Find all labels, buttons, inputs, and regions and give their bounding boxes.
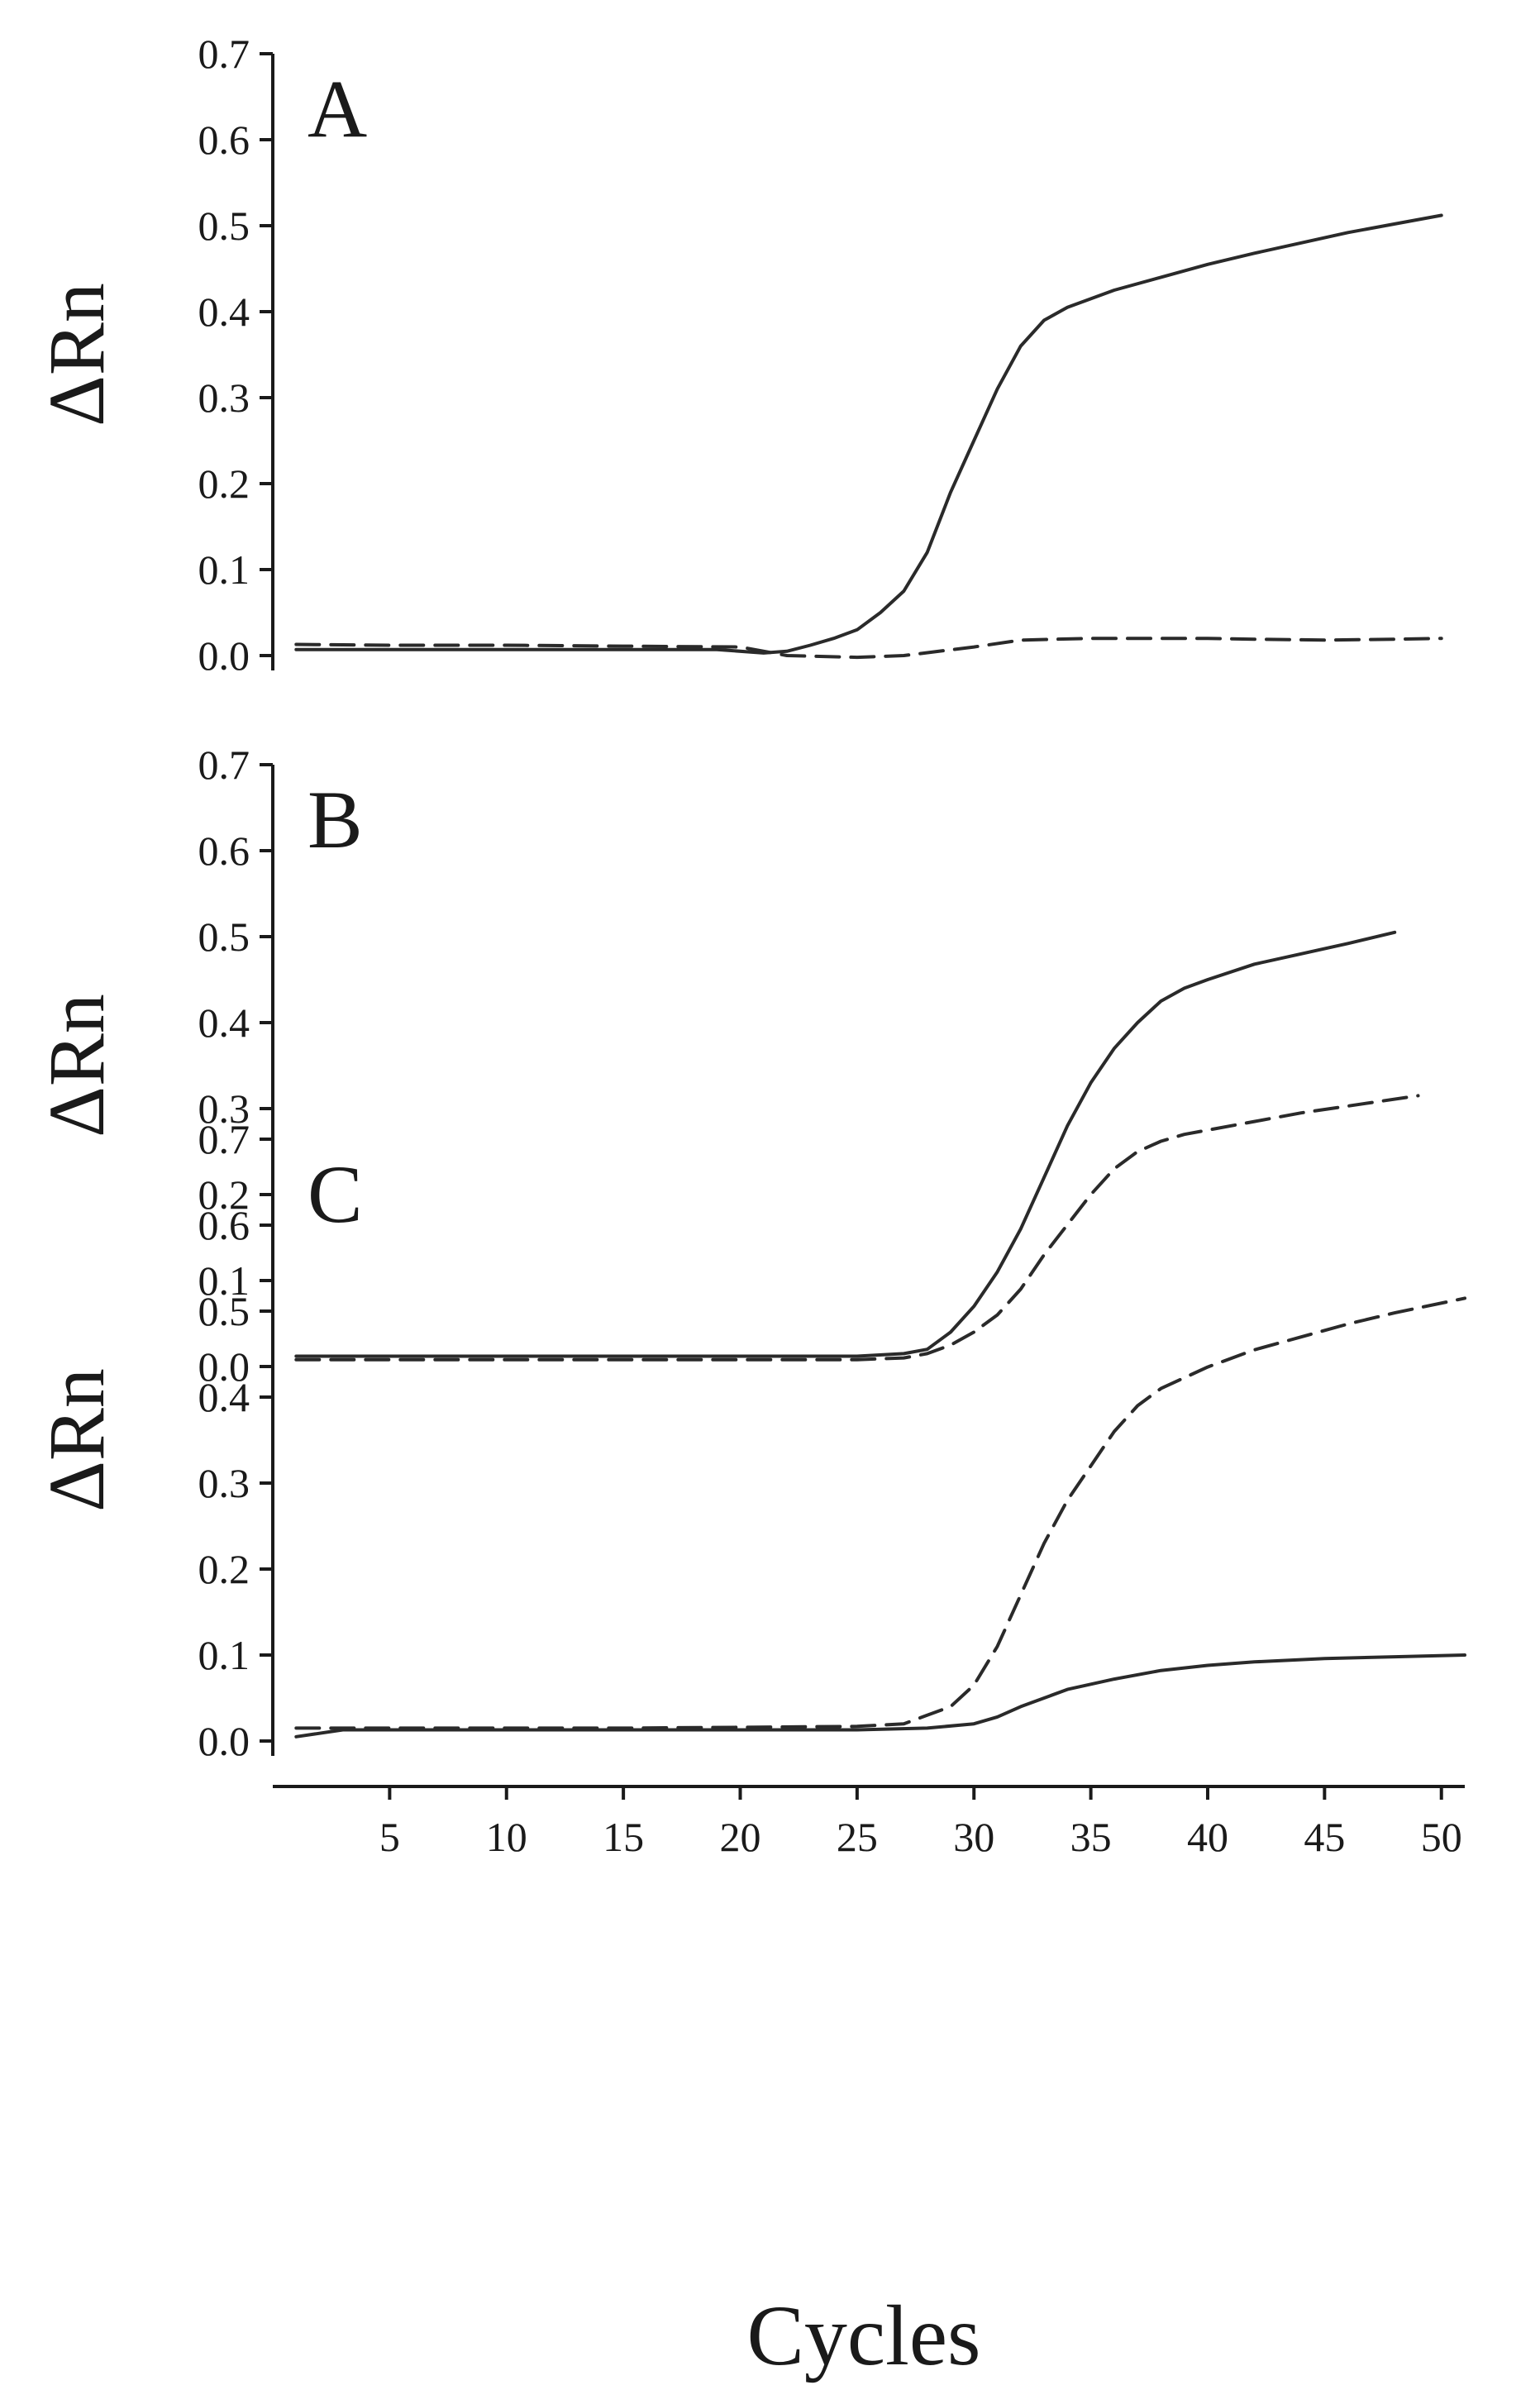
- series-line-dashed: [294, 1296, 1466, 1730]
- series-line-solid: [294, 930, 1397, 1358]
- x-tick-label: 40: [1187, 1814, 1228, 1860]
- x-tick-label: 15: [603, 1814, 644, 1860]
- y-axis-title: ΔRn: [32, 1368, 121, 1512]
- chart-panel-c: 0.0 0.1 0.2 0.3 0.4 0.5 0.6 0.7 C ΔRn 5 10 15 20 25 30 3…: [32, 1116, 1466, 1860]
- chart-panels: 0.0 0.1 0.2 0.3 0.4 0.5 0.6 0.7 A ΔRn 0.0 0.1 0.2 0.3…: [32, 31, 1466, 1860]
- x-axis-title: Cycles: [746, 2288, 980, 2383]
- y-axis-title: ΔRn: [32, 994, 121, 1138]
- y-tick-label: 0.3: [198, 1460, 250, 1506]
- y-tick-label: 0.3: [198, 374, 250, 421]
- series-line-dashed: [294, 1094, 1420, 1362]
- x-tick-label: 50: [1421, 1814, 1462, 1860]
- panel-label: B: [308, 774, 363, 866]
- panel-label: C: [308, 1148, 363, 1240]
- y-tick-label: 0.6: [198, 117, 250, 163]
- y-tick-label: 0.7: [198, 742, 250, 788]
- y-tick-label: 0.0: [198, 632, 250, 679]
- y-tick-label: 0.3: [198, 1085, 250, 1132]
- y-tick-label: 0.2: [198, 460, 250, 507]
- y-tick-label: 0.1: [198, 1257, 250, 1304]
- series-line-solid: [294, 1653, 1466, 1739]
- x-tick-label: 5: [379, 1814, 400, 1860]
- y-tick-label: 0.5: [198, 203, 250, 249]
- series-line-solid: [294, 213, 1443, 655]
- y-tick-label: 0.6: [198, 1202, 250, 1248]
- x-tick-label: 30: [953, 1814, 994, 1860]
- x-tick-label: 20: [719, 1814, 760, 1860]
- y-tick-label: 0.7: [198, 31, 250, 77]
- y-tick-label: 0.2: [198, 1546, 250, 1592]
- y-tick-label: 0.1: [198, 1632, 250, 1678]
- x-tick-label: 35: [1070, 1814, 1112, 1860]
- y-axis-title: ΔRn: [32, 283, 121, 427]
- y-tick-label: 0.0: [198, 1718, 250, 1764]
- y-tick-label: 0.5: [198, 913, 250, 960]
- x-tick-label: 45: [1304, 1814, 1345, 1860]
- y-tick-label: 0.5: [198, 1288, 250, 1334]
- y-tick-label: 0.2: [198, 1171, 250, 1218]
- panel-label: A: [308, 63, 367, 155]
- y-tick-label: 0.7: [198, 1116, 250, 1162]
- y-tick-label: 0.6: [198, 828, 250, 874]
- y-tick-label: 0.1: [198, 546, 250, 593]
- x-tick-label: 25: [837, 1814, 878, 1860]
- series-line-dashed: [294, 637, 1443, 660]
- chart-panel-a: 0.0 0.1 0.2 0.3 0.4 0.5 0.6 0.7 A ΔRn: [32, 31, 1443, 679]
- y-tick-label: 0.4: [198, 1374, 250, 1420]
- chart-panel-b: 0.0 0.1 0.2 0.3 0.4 0.5 0.6 0.7 B ΔRn: [32, 742, 1420, 1390]
- y-tick-label: 0.4: [198, 999, 250, 1046]
- y-tick-label: 0.4: [198, 289, 250, 335]
- y-tick-label: 0.0: [198, 1343, 250, 1390]
- x-tick-label: 10: [486, 1814, 527, 1860]
